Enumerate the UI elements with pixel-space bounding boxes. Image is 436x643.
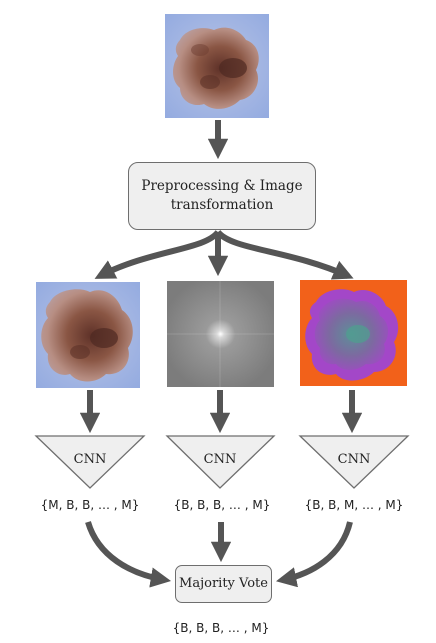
arrow-branch-1-to-vote: [85, 521, 172, 588]
cnn-block-1: [34, 435, 146, 489]
cnn-block-2: [165, 435, 276, 489]
arrow-preprocessing-to-branch-1: [94, 229, 221, 279]
majority-vote-box: Majority Vote: [175, 565, 272, 603]
lesion-image-original: [36, 282, 140, 388]
cnn-label-1: CNN: [73, 452, 107, 467]
cnn-label-3: CNN: [337, 452, 371, 467]
predictions-branch-2: {B, B, B, … , M}: [173, 498, 271, 512]
predictions-branch-3: {B, B, M, … , M}: [304, 498, 404, 512]
lesion-image-fourier: [167, 281, 274, 387]
preprocessing-box: Preprocessing & Image transformation: [128, 162, 316, 230]
input-lesion-image: [165, 14, 269, 118]
arrow-branch-3-to-vote: [275, 521, 353, 588]
cnn-label-2: CNN: [203, 452, 237, 467]
preprocessing-label: Preprocessing & Image transformation: [141, 178, 303, 213]
lesion-image-color-transformed: [300, 280, 407, 386]
predictions-branch-1: {M, B, B, … , M}: [40, 498, 140, 512]
majority-vote-label: Majority Vote: [179, 576, 268, 591]
arrow-preprocessing-to-branch-3: [215, 229, 354, 280]
final-prediction: {B, B, B, … , M}: [172, 621, 270, 635]
cnn-block-3: [298, 435, 410, 489]
